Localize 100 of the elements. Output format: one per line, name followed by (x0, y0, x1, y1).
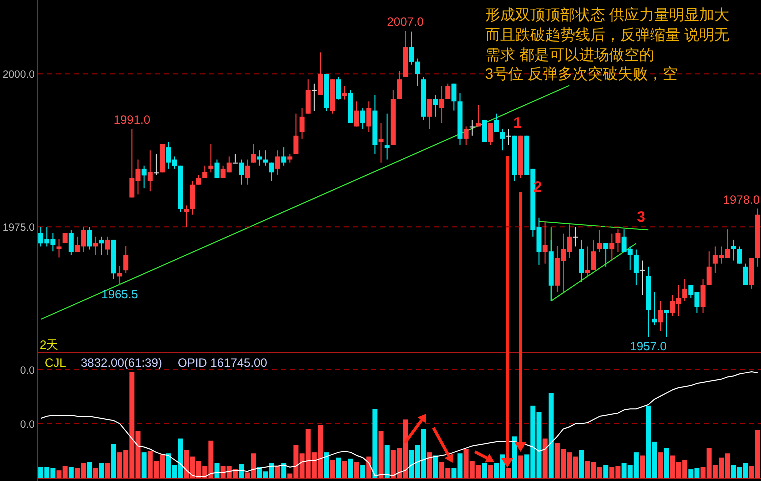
bar (366, 456, 372, 478)
bar (542, 438, 548, 478)
candlestick (196, 174, 202, 186)
candlestick (634, 249, 639, 286)
bar (548, 393, 554, 478)
bar (324, 452, 330, 478)
candlestick (342, 86, 348, 100)
candlestick (597, 230, 602, 253)
bar (336, 458, 342, 478)
bar (282, 463, 287, 478)
candlestick (148, 150, 153, 192)
candlestick (464, 126, 469, 146)
annotation: 3 (637, 209, 646, 226)
candlestick (360, 108, 366, 130)
bar (275, 466, 280, 478)
text: 0.0 (20, 418, 36, 431)
bar (342, 461, 348, 478)
candlestick (658, 300, 664, 332)
bar (239, 464, 244, 478)
bar (664, 448, 670, 478)
candlestick (616, 229, 621, 253)
candlestick (500, 128, 506, 152)
candlestick (306, 79, 311, 114)
bar (87, 462, 92, 478)
candlestick (93, 236, 98, 256)
candlestick (604, 242, 609, 268)
candlestick (105, 236, 110, 256)
bar (378, 431, 384, 478)
bar (372, 409, 378, 478)
candlestick (731, 239, 736, 262)
y-tick-label: 2000.0 (2, 69, 36, 82)
candlestick (269, 162, 274, 182)
candlestick (336, 76, 342, 100)
candlestick (743, 263, 748, 286)
candlestick (494, 113, 500, 133)
annotation: 1 (514, 115, 522, 132)
candlestick (433, 95, 438, 118)
bar (111, 444, 116, 478)
bar (105, 463, 110, 478)
candlestick (251, 144, 256, 164)
candlestick (427, 98, 432, 130)
candlestick (275, 150, 280, 176)
candlestick (208, 144, 214, 174)
candlestick (585, 246, 590, 278)
candlestick (68, 230, 74, 256)
candlestick (446, 83, 451, 100)
bar (427, 452, 432, 478)
candlestick (579, 239, 584, 283)
candlestick (640, 260, 646, 296)
annotation: 2天 (40, 338, 59, 352)
candlestick (118, 266, 123, 286)
bar (488, 465, 494, 478)
bar (518, 456, 524, 478)
candlestick (124, 246, 129, 274)
candlestick (476, 104, 481, 128)
bar (330, 460, 336, 478)
candlestick (99, 236, 104, 256)
bar (658, 452, 664, 478)
annotation: 形成双顶顶部状态 供应力量明显加大 (485, 7, 730, 24)
annotation: 1991.0 (114, 113, 151, 128)
bar (99, 463, 104, 478)
bar (384, 445, 390, 478)
annotation: 需求 都是可以进场做空的 (485, 47, 654, 64)
candlestick (184, 205, 190, 228)
candlestick (263, 150, 268, 166)
text: CJL (45, 356, 67, 370)
candlestick (142, 165, 147, 190)
candlestick (452, 83, 457, 112)
text: OPID 161745.00 (178, 356, 268, 370)
candlestick (214, 159, 220, 179)
candlestick (318, 52, 324, 96)
candlestick (239, 159, 244, 186)
candlestick (397, 70, 402, 100)
bar (214, 463, 220, 478)
candlestick (440, 86, 445, 124)
candlestick (542, 221, 548, 264)
candlestick (245, 159, 250, 186)
bar (482, 463, 488, 478)
bar (93, 468, 98, 478)
annotation: 1965.5 (102, 287, 139, 302)
candlestick (664, 310, 670, 338)
candlestick (470, 119, 475, 136)
candlestick (87, 226, 92, 250)
candlestick (366, 101, 372, 133)
annotation: 而且跌破趋势线后，反弹缩量 说明无 (485, 27, 730, 44)
candlestick (378, 122, 384, 164)
candlestick (682, 278, 688, 302)
candlestick (610, 233, 615, 262)
candlestick (591, 239, 596, 270)
bar (433, 456, 438, 478)
candlestick (506, 128, 512, 146)
bar (348, 458, 354, 478)
candlestick (232, 154, 238, 164)
candlestick (706, 251, 712, 286)
annotation: 1978.0 (723, 192, 760, 207)
y-tick-label: 1975.0 (2, 222, 36, 234)
bar (579, 450, 584, 478)
candlestick (312, 83, 317, 112)
annotation: 2007.0 (387, 15, 424, 30)
candlestick (573, 226, 578, 248)
